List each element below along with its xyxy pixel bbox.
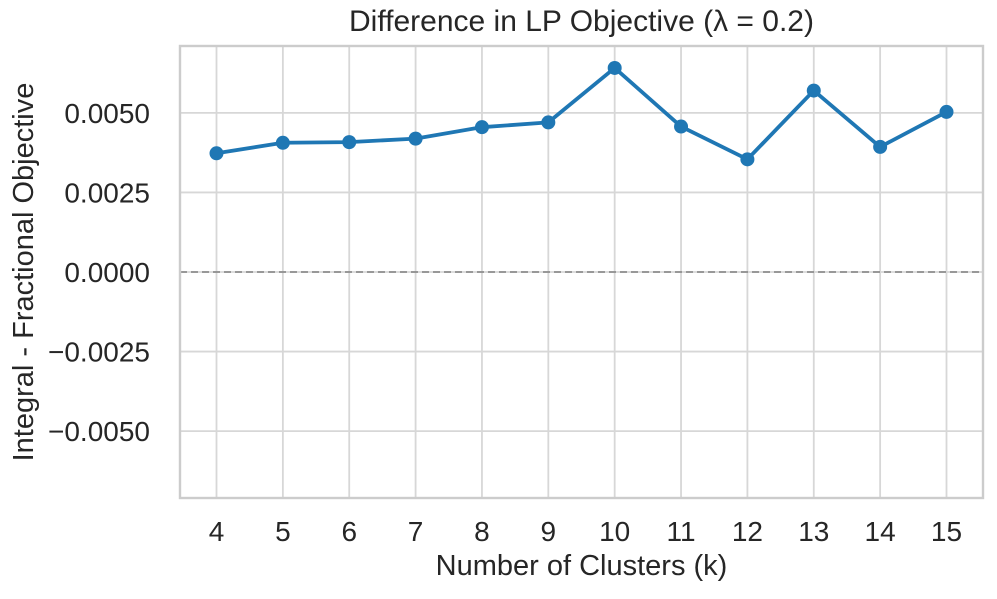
x-tick-label: 12 [732, 516, 763, 547]
data-point-marker [209, 146, 224, 161]
x-tick-label: 7 [408, 516, 424, 547]
y-tick-label: 0.0025 [64, 177, 150, 208]
y-tick-label: −0.0050 [48, 416, 150, 447]
data-point-marker [541, 115, 556, 130]
data-point-marker [607, 60, 622, 75]
x-axis-label: Number of Clusters (k) [435, 550, 728, 582]
x-tick-label: 10 [599, 516, 630, 547]
y-axis-label: Integral - Fractional Objective [8, 82, 40, 462]
data-point-marker [806, 83, 821, 98]
x-tick-label: 13 [798, 516, 829, 547]
data-point-marker [342, 135, 357, 150]
x-tick-label: 9 [541, 516, 557, 547]
data-point-marker [674, 119, 689, 134]
data-point-marker [474, 120, 489, 135]
x-tick-label: 15 [931, 516, 962, 547]
x-tick-label: 8 [474, 516, 490, 547]
x-tick-label: 14 [865, 516, 896, 547]
data-point-marker [408, 131, 423, 146]
data-line [214, 66, 949, 162]
y-tick-label: 0.0000 [64, 257, 150, 288]
x-tick-label: 4 [209, 516, 225, 547]
x-tick-label: 11 [667, 516, 696, 547]
x-tick-label: 5 [275, 516, 291, 547]
data-point-marker [873, 139, 888, 154]
y-tick-label: 0.0050 [64, 98, 150, 129]
data-point-marker [740, 152, 755, 167]
y-tick-label: −0.0025 [48, 337, 150, 368]
chart-title: Difference in LP Objective (λ = 0.2) [349, 5, 814, 38]
plot-border [178, 44, 985, 500]
data-point-marker [275, 135, 290, 150]
data-point-marker [939, 104, 954, 119]
x-tick-label: 6 [341, 516, 357, 547]
